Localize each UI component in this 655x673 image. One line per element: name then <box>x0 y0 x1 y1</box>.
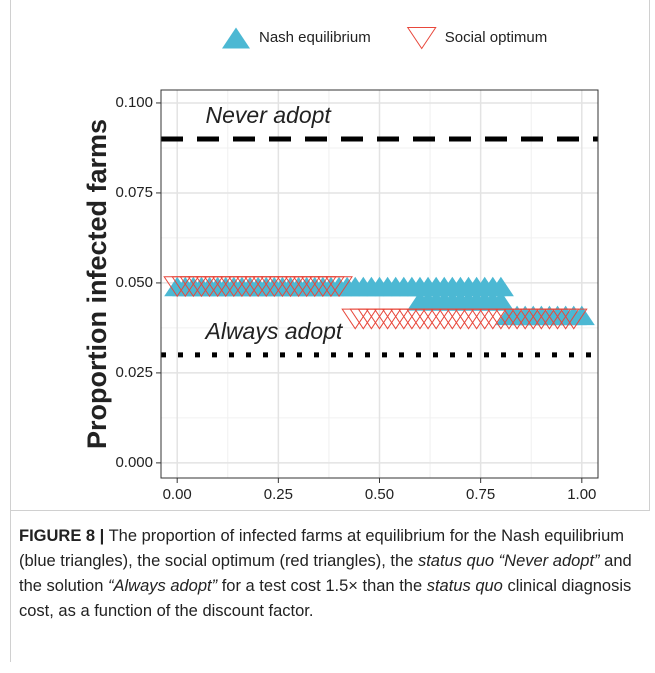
annotation: Always adopt <box>204 318 344 344</box>
y-tick-label: 0.025 <box>115 364 153 381</box>
caption-text: status quo <box>426 577 503 595</box>
point <box>559 308 588 330</box>
annotation: Never adopt <box>206 102 333 128</box>
x-tick-label: 0.75 <box>466 486 495 503</box>
caption-text: status quo <box>417 552 495 570</box>
y-tick-label: 0.100 <box>115 94 153 111</box>
figure-frame: 0.00 0.25 0.50 0.75 1.00 0.000 0.025 0.050 0.075… <box>10 0 651 662</box>
chart: 0.00 0.25 0.50 0.75 1.00 0.000 0.025 0.050 0.075… <box>82 27 599 536</box>
x-tick-label: 0.25 <box>264 486 293 503</box>
caption-text: “Always adopt” <box>107 577 218 595</box>
caption-label: FIGURE 8 | <box>19 527 105 545</box>
point <box>487 276 514 297</box>
caption-text: and the solution <box>19 552 632 595</box>
legend-marker <box>406 27 437 50</box>
x-tick-label: 0.00 <box>163 486 192 503</box>
legend-label: Social optimum <box>445 29 548 46</box>
chart-box: 0.00 0.25 0.50 0.75 1.00 0.000 0.025 0.050 0.075… <box>11 0 650 536</box>
caption: FIGURE 8 | The proportion of infected fa… <box>19 524 644 624</box>
caption-text: for a test cost 1.5× than the <box>217 577 427 595</box>
point <box>325 276 353 298</box>
point <box>487 291 514 311</box>
plot-border <box>160 89 599 479</box>
caption-text: “Never adopt” <box>498 552 600 570</box>
point <box>568 305 595 326</box>
legend-marker <box>222 27 250 49</box>
legend-label: Nash equilibrium <box>259 29 371 46</box>
y-tick-label: 0.000 <box>115 454 153 471</box>
caption-text: clinical diagnosis cost, as a function o… <box>19 577 632 620</box>
x-tick-label: 0.50 <box>365 486 394 503</box>
x-tick-label: 1.00 <box>567 486 596 503</box>
x-axis-label: Discount factor beta <box>249 506 511 510</box>
y-tick-label: 0.075 <box>115 184 153 201</box>
caption-text: The proportion of infected farms at equi… <box>19 527 624 570</box>
y-axis-label: Proportion infected farms <box>82 119 112 449</box>
y-tick-label: 0.050 <box>115 274 153 291</box>
